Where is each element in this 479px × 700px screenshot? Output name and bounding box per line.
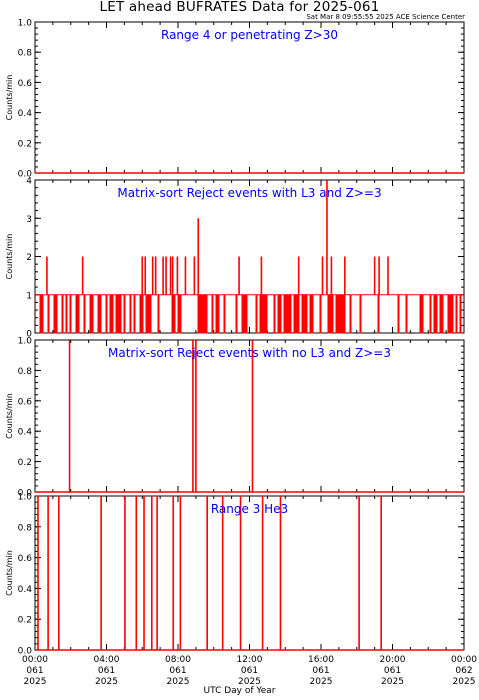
y-tick-label: 0.0	[18, 489, 33, 499]
x-tick-year: 2025	[24, 677, 47, 687]
y-tick-label: 1	[26, 291, 32, 301]
y-tick-label: 3	[26, 215, 32, 225]
x-tick-year: 2025	[238, 677, 261, 687]
y-tick-label: 0.2	[18, 139, 32, 149]
x-tick-doy: 061	[98, 666, 115, 676]
x-tick-year: 2025	[310, 677, 333, 687]
y-axis-label: Counts/min	[5, 75, 14, 121]
panel-frame	[34, 21, 465, 174]
y-tick-label: 0.8	[18, 367, 33, 377]
y-tick-label: 0.6	[18, 79, 33, 89]
y-tick-label: 1.0	[18, 337, 33, 347]
y-tick-label: 0.4	[18, 428, 33, 438]
x-tick-year: 2025	[381, 677, 404, 687]
x-tick-doy: 061	[169, 666, 186, 676]
y-tick-label: 0.2	[18, 616, 32, 626]
x-tick-doy: 061	[241, 666, 258, 676]
y-tick-label: 0.0	[18, 170, 33, 180]
x-tick-time: 12:00	[237, 655, 263, 665]
x-tick-year: 2025	[167, 677, 190, 687]
x-tick-year: 2025	[453, 677, 476, 687]
timestamp-label: Sat Mar 8 09:55:55 2025 ACE Science Cent…	[306, 13, 465, 21]
panel-title: Matrix-sort Reject events with L3 and Z>…	[117, 186, 381, 200]
x-tick-doy: 061	[384, 666, 401, 676]
y-tick-label: 0.6	[18, 397, 33, 407]
y-axis-label: Counts/min	[5, 393, 14, 439]
page-title: LET ahead BUFRATES Data for 2025-061	[99, 0, 380, 15]
panel-frame	[34, 495, 465, 651]
y-tick-label: 0.8	[18, 49, 33, 59]
panel-title: Range 3 He3	[211, 502, 288, 516]
panel-title: Matrix-sort Reject events with no L3 and…	[108, 346, 391, 360]
x-tick-doy: 061	[26, 666, 43, 676]
y-tick-label: 0.2	[18, 458, 32, 468]
x-tick-time: 16:00	[308, 655, 334, 665]
x-tick-time: 08:00	[165, 655, 191, 665]
y-tick-label: 0	[26, 330, 32, 340]
x-tick-time: 00:00	[451, 655, 477, 665]
panel-title: Range 4 or penetrating Z>30	[161, 28, 338, 42]
x-tick-year: 2025	[95, 677, 118, 687]
y-tick-label: 4	[26, 177, 32, 187]
data-trace	[35, 294, 464, 334]
x-tick-time: 20:00	[380, 655, 406, 665]
x-tick-doy: 061	[312, 666, 329, 676]
y-tick-label: 1.0	[18, 19, 33, 29]
y-tick-label: 0.4	[18, 585, 33, 595]
y-axis-label: Counts/min	[5, 234, 14, 280]
y-tick-label: 1.0	[18, 493, 33, 503]
panel-frame	[34, 339, 465, 493]
y-tick-label: 0.6	[18, 554, 33, 564]
x-tick-time: 04:00	[94, 655, 120, 665]
y-tick-label: 0.4	[18, 109, 33, 119]
y-tick-label: 0.0	[18, 647, 33, 657]
x-tick-time: 00:00	[22, 655, 48, 665]
x-tick-doy: 062	[455, 666, 472, 676]
y-tick-label: 0.8	[18, 523, 33, 533]
x-axis-title: UTC Day of Year	[203, 686, 276, 696]
y-tick-label: 2	[26, 253, 32, 263]
y-axis-label: Counts/min	[5, 550, 14, 596]
